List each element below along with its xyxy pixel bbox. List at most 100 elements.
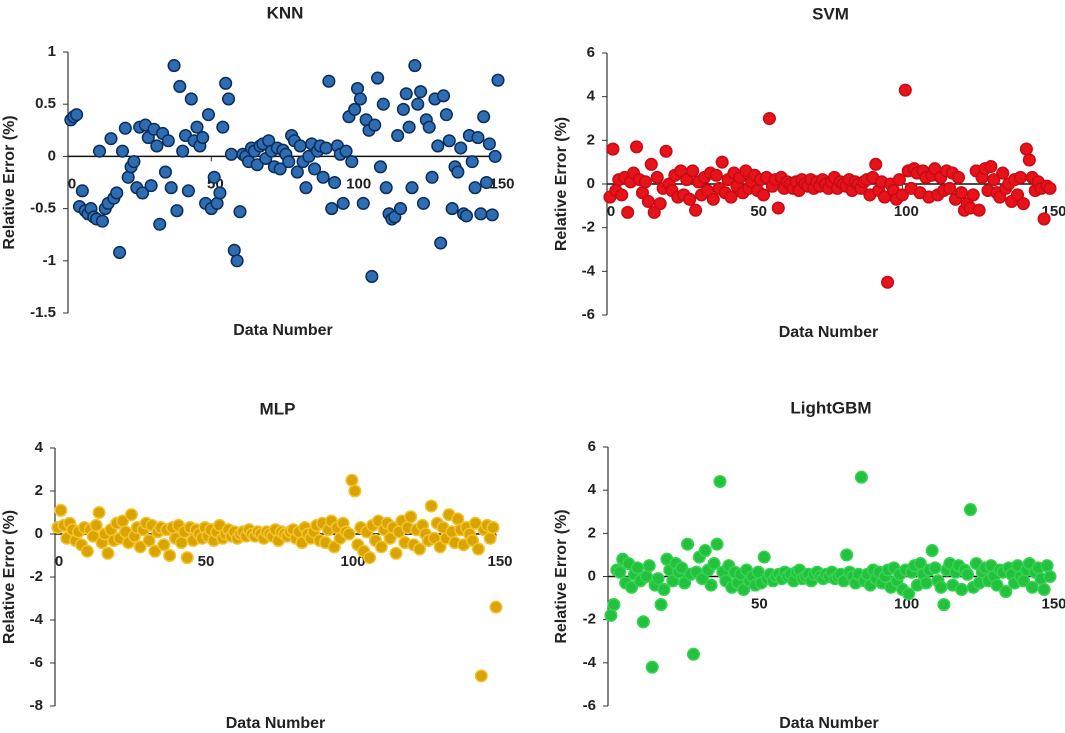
data-point [363, 551, 377, 565]
data-point [133, 540, 147, 554]
data-point [869, 157, 883, 171]
data-point [104, 132, 118, 146]
data-point [174, 536, 188, 550]
data-point [391, 128, 405, 143]
data-point [641, 194, 655, 209]
data-point [471, 131, 485, 145]
data-point [184, 92, 198, 106]
y-tick-label: -6 [30, 654, 43, 671]
data-point [293, 139, 307, 153]
data-point [164, 181, 178, 195]
data-point [966, 188, 980, 202]
data-point [216, 120, 230, 134]
x-tick-label: 50 [751, 595, 768, 612]
data-point [1025, 580, 1039, 594]
data-point [445, 202, 459, 216]
data-point [144, 179, 158, 193]
y-tick-label: -2 [30, 568, 43, 585]
x-tick-label: 150 [489, 175, 514, 192]
data-point [414, 85, 428, 99]
y-tick-label: -1.5 [30, 304, 56, 321]
x-tick-label: 50 [198, 553, 215, 570]
data-point [840, 548, 854, 562]
y-tick-label: 0 [35, 525, 43, 542]
data-point [606, 142, 620, 156]
data-point [928, 561, 942, 575]
data-point [233, 205, 247, 219]
data-point [1037, 212, 1051, 226]
data-point [630, 561, 645, 575]
data-point [715, 155, 729, 169]
data-point [607, 598, 621, 612]
x-axis-label: Data Number [779, 715, 879, 732]
data-point [118, 121, 132, 135]
chart-title: SVM [812, 4, 849, 23]
data-point [639, 569, 653, 584]
x-tick-label: 100 [346, 175, 371, 192]
data-point [201, 108, 216, 122]
data-point [70, 108, 84, 122]
data-point [413, 542, 427, 556]
data-point [615, 188, 629, 202]
data-point [356, 196, 370, 210]
data-point [479, 175, 494, 190]
data-point [158, 165, 173, 179]
data-point [353, 92, 367, 106]
x-tick-label: 0 [68, 175, 76, 192]
data-point [213, 186, 227, 200]
data-point [892, 173, 906, 187]
data-point [651, 572, 665, 586]
data-point [161, 134, 175, 148]
data-point [92, 505, 106, 520]
data-point [92, 144, 107, 158]
data-point [442, 134, 456, 148]
data-point [654, 598, 668, 612]
y-tick-label: -1 [43, 252, 56, 269]
data-point [365, 269, 379, 284]
data-point [653, 197, 667, 211]
y-tick-label: 0.5 [35, 95, 56, 112]
y-tick-label: 4 [588, 481, 597, 498]
data-point [436, 89, 451, 103]
data-point [925, 544, 939, 558]
y-axis-label: Relative Error (%) [553, 509, 570, 643]
data-point [299, 181, 313, 195]
data-point [127, 155, 141, 169]
data-point [422, 120, 436, 134]
chart-title: LightGBM [790, 398, 871, 417]
data-point [376, 97, 390, 111]
data-point [348, 484, 362, 498]
data-point [604, 608, 618, 622]
data-point [408, 59, 422, 73]
data-point [399, 87, 413, 101]
data-point [135, 186, 150, 200]
data-point [389, 546, 403, 560]
y-tick-label: 2 [588, 524, 596, 541]
data-point [488, 149, 502, 163]
data-point [486, 521, 500, 535]
data-point [984, 159, 998, 174]
data-point [190, 120, 204, 134]
data-point [1016, 197, 1030, 211]
data-point [681, 537, 695, 551]
data-point [459, 209, 474, 223]
data-point [1010, 188, 1025, 202]
data-point [465, 155, 479, 169]
y-tick-label: 0 [587, 175, 595, 192]
data-point [642, 559, 656, 573]
y-tick-label: -6 [582, 306, 595, 323]
data-point [636, 615, 650, 629]
data-point [999, 585, 1013, 599]
data-point [943, 181, 957, 195]
x-tick-label: 50 [750, 203, 767, 220]
x-tick-label: 100 [340, 553, 365, 570]
data-point [650, 170, 664, 184]
data-point [396, 102, 410, 116]
data-point [157, 538, 171, 552]
data-point [638, 175, 652, 189]
data-point [150, 139, 164, 153]
data-point [972, 203, 986, 217]
data-point [148, 544, 162, 558]
data-point [75, 184, 89, 198]
